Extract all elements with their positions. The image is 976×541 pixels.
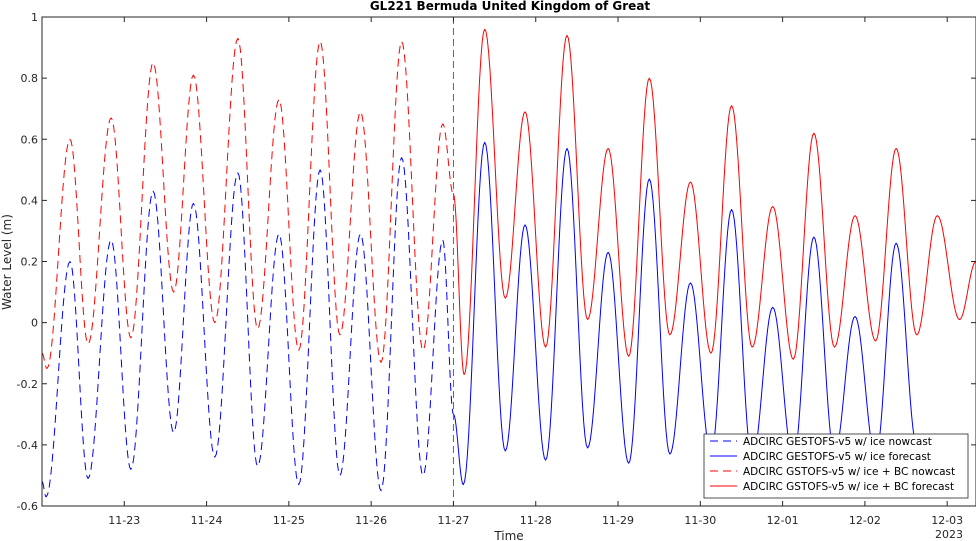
legend-label-2: ADCIRC GESTOFS-v5 w/ ice forecast [743,451,931,463]
x-tick-label: 11-29 [602,514,634,527]
x-tick-label: 12-03 [931,514,963,527]
x-tick-label: 11-26 [355,514,387,527]
x-axis-label: Time [493,529,523,541]
x-tick-label: 12-01 [767,514,799,527]
y-tick-label: 1 [31,11,38,24]
legend-box [703,433,969,499]
x-tick-label: 11-24 [191,514,223,527]
y-tick-label: -0.2 [17,378,38,391]
y-tick-label: 0.2 [21,256,39,269]
x-tick-label: 11-27 [437,514,469,527]
y-tick-label: 0 [31,317,38,330]
y-tick-label: -0.4 [17,439,38,452]
y-tick-label: -0.6 [17,500,38,513]
chart-title: GL221 Bermuda United Kingdom of Great [370,0,651,13]
series-line-3 [42,37,454,369]
y-tick-label: 0.8 [21,72,39,85]
y-tick-label: 0.6 [21,133,39,146]
x-tick-label: 11-28 [520,514,552,527]
legend-label-3: ADCIRC GSTOFS-v5 w/ ice + BC nowcast [743,466,955,478]
legend-label-4: ADCIRC GSTOFS-v5 w/ ice + BC forecast [743,481,954,493]
legend-label-1: ADCIRC GESTOFS-v5 w/ ice nowcast [743,436,932,448]
series-line-1 [42,157,454,498]
series-line-4 [452,28,976,376]
year-label: 2023 [935,528,963,541]
y-axis-label: Water Level (m) [0,214,14,310]
x-tick-label: 11-30 [684,514,716,527]
x-tick-label: 12-02 [849,514,881,527]
x-tick-label: 11-25 [273,514,305,527]
legend: ADCIRC GESTOFS-v5 w/ ice nowcast ADCIRC G… [703,433,969,499]
y-tick-label: 0.4 [21,194,39,207]
x-tick-label: 11-23 [108,514,140,527]
